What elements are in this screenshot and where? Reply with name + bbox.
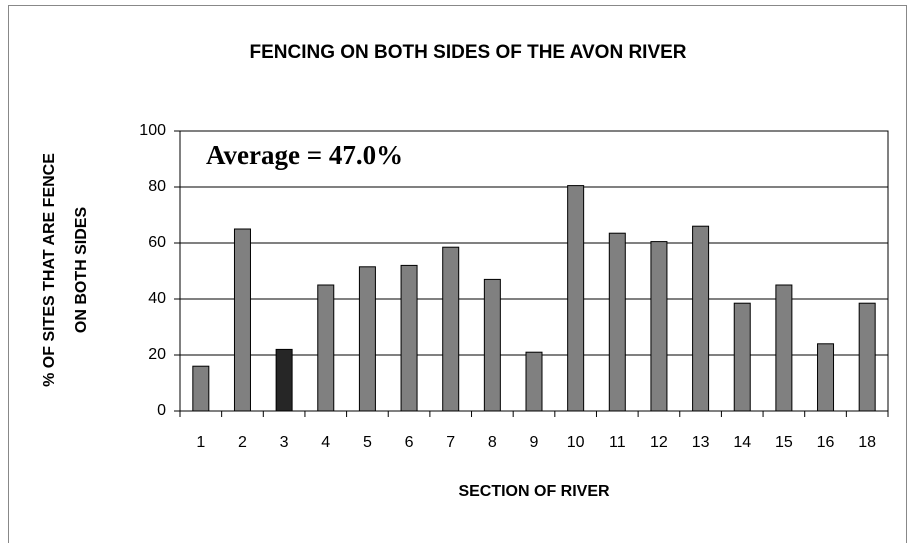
bar [483, 278, 501, 412]
bar [567, 185, 585, 412]
x-tick-label: 5 [363, 434, 372, 451]
y-tick-label: 40 [148, 290, 166, 307]
bar [775, 284, 793, 412]
x-tick-label: 7 [446, 434, 455, 451]
y-axis-title: ON BOTH SIDES [73, 207, 90, 334]
chart-frame [8, 5, 907, 543]
x-tick-label: 8 [488, 434, 497, 451]
y-tick-label: 80 [148, 178, 166, 195]
y-tick-label: 20 [148, 346, 166, 363]
y-tick-label: 100 [139, 122, 166, 139]
chart-title: FENCING ON BOTH SIDES OF THE AVON RIVER [249, 42, 686, 63]
x-axis-title: SECTION OF RIVER [458, 483, 610, 500]
bar [692, 225, 710, 412]
bar [817, 343, 835, 412]
x-tick-label: 14 [733, 434, 751, 451]
x-tick-label: 15 [775, 434, 793, 451]
bar [275, 348, 293, 412]
x-tick-label: 6 [405, 434, 414, 451]
x-tick-label: 12 [650, 434, 668, 451]
bar [650, 241, 668, 412]
y-tick-label: 60 [148, 234, 166, 251]
bar [442, 246, 460, 412]
x-tick-label: 13 [692, 434, 710, 451]
x-tick-label: 9 [530, 434, 539, 451]
y-tick-label: 0 [157, 402, 166, 419]
x-tick-label: 10 [567, 434, 585, 451]
bar [858, 302, 876, 412]
x-tick-label: 3 [280, 434, 289, 451]
bar [400, 264, 418, 412]
bar [608, 232, 626, 412]
bar [525, 351, 543, 412]
x-tick-label: 2 [238, 434, 247, 451]
x-tick-label: 16 [817, 434, 835, 451]
x-tick-label: 11 [609, 434, 626, 451]
bar [317, 284, 335, 412]
bar [358, 266, 376, 412]
x-tick-label: 4 [321, 434, 330, 451]
x-tick-label: 18 [858, 434, 876, 451]
y-axis-title: % OF SITES THAT ARE FENCE [41, 153, 58, 387]
annotation: Average = 47.0% [206, 140, 403, 170]
bar [733, 302, 751, 412]
bar [233, 228, 251, 412]
bar [192, 365, 210, 412]
x-tick-label: 1 [196, 434, 205, 451]
